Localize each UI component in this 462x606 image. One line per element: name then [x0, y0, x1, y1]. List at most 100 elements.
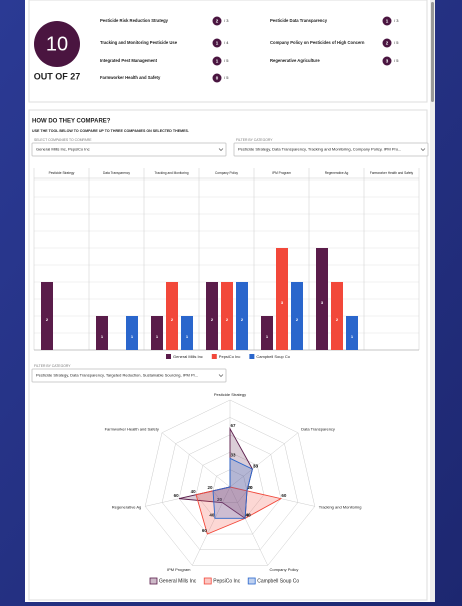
bar-label: 2 — [46, 317, 49, 322]
filter-select[interactable] — [233, 142, 429, 157]
radar-value: 40 — [246, 513, 252, 518]
axis-label: Tracking and Monitoring — [319, 505, 362, 510]
bar — [331, 282, 343, 350]
radar-value: 33 — [253, 463, 259, 468]
item-max: / 3 — [224, 18, 229, 23]
score-badge — [212, 56, 222, 66]
caret — [218, 148, 224, 151]
score-badge — [212, 16, 222, 26]
grid-ring — [178, 434, 282, 535]
bar — [261, 316, 273, 350]
radar-value: 33 — [253, 463, 259, 468]
bar — [206, 282, 218, 350]
radar-value: 20 — [247, 485, 253, 490]
spoke — [229, 432, 299, 488]
grid-ring — [212, 469, 248, 503]
radar-value: 67 — [230, 423, 236, 428]
legend-label: Campbell Soup Co — [256, 354, 290, 359]
legend-swatch — [211, 354, 217, 359]
scroll-thumb[interactable] — [431, 2, 434, 102]
bar — [151, 316, 163, 350]
item-score: 1 — [216, 40, 219, 45]
score-badge — [212, 73, 222, 83]
item-score: 1 — [386, 18, 389, 23]
legend-label: Campbell Soup Co — [257, 579, 299, 585]
bar-label: 2 — [241, 317, 244, 322]
score-badge — [382, 16, 392, 26]
item-score: 2 — [386, 40, 389, 45]
axis-label: Regenerative Ag — [112, 505, 142, 510]
score-badge — [382, 38, 392, 48]
legend-label: PepsiCo Inc — [213, 579, 240, 585]
radar-value: 20 — [247, 485, 253, 490]
item-name: Tracking and Monitoring Pesticide Use — [100, 40, 178, 45]
radar-value: 40 — [246, 513, 252, 518]
company-label: SELECT COMPANIES TO COMPARE — [34, 138, 92, 142]
bar — [276, 248, 288, 350]
facet-label: Tracking and Monitoring — [154, 171, 188, 175]
item-score: 0 — [216, 75, 219, 80]
bar — [221, 282, 233, 350]
compare-title: HOW DO THEY COMPARE? — [32, 119, 111, 125]
item-name: Pesticide Data Transparency — [270, 18, 328, 23]
spoke — [161, 432, 231, 488]
score-out-of: OUT OF 27 — [34, 71, 81, 81]
bar — [181, 316, 193, 350]
filter-label: FILTER BY CATEGORY — [236, 138, 273, 142]
axis-label: Pesticide Strategy — [214, 392, 246, 397]
radar-area — [195, 486, 283, 535]
facet-label: Farmworker Health and Safety — [370, 171, 414, 175]
axis-label: Data Transparency — [301, 427, 335, 432]
bar-label: 1 — [351, 334, 354, 339]
axis-label: IPM Program — [167, 567, 191, 572]
radar-value: 20 — [208, 485, 214, 490]
score-badge — [212, 38, 222, 48]
facet-label: Data Transparency — [103, 171, 130, 175]
bar-label: 2 — [211, 317, 214, 322]
filter2-value: Pesticide Strategy, Data Transparency, T… — [36, 373, 198, 378]
bar-label: 2 — [226, 317, 229, 322]
radar-value: 40 — [209, 513, 215, 518]
radar-value: 60 — [202, 528, 208, 533]
bar-label: 2 — [336, 317, 339, 322]
bar-label: 2 — [296, 317, 299, 322]
radar-value: 40 — [191, 489, 197, 494]
spoke — [192, 486, 231, 566]
bar — [166, 282, 178, 350]
bar-label: 1 — [186, 334, 189, 339]
spoke — [229, 486, 268, 566]
radar-value: 33 — [230, 452, 236, 457]
legend-label: General Mills Inc — [173, 354, 203, 359]
item-score: 2 — [216, 18, 219, 23]
filter-value: Pesticide Strategy, Data Transparency, T… — [238, 147, 401, 152]
bar-label: 1 — [156, 334, 159, 339]
facet-label: Company Policy — [215, 171, 238, 175]
score-badge — [382, 56, 392, 66]
grid-ring — [161, 417, 299, 550]
filter2-select[interactable] — [31, 368, 227, 383]
facet-label: Pesticide Strategy — [49, 171, 75, 175]
bar-label: 1 — [266, 334, 269, 339]
bar-label: 1 — [131, 334, 134, 339]
item-name: Regenerative Agriculture — [270, 58, 320, 63]
grid-ring — [144, 399, 316, 566]
score-total: 10 — [46, 33, 68, 55]
bar — [346, 316, 358, 350]
radar-value: 20 — [217, 497, 223, 502]
item-name: Pesticide Risk Reduction Strategy — [100, 18, 169, 23]
scrollbar[interactable] — [430, 0, 435, 602]
item-score: 3 — [386, 58, 389, 63]
item-score: 1 — [216, 58, 219, 63]
legend-swatch — [203, 577, 212, 585]
bar — [316, 248, 328, 350]
company-select[interactable] — [31, 142, 227, 157]
bar-label: 2 — [171, 317, 174, 322]
item-max: / 5 — [394, 58, 399, 63]
filter2-label: FILTER BY CATEGORY — [34, 364, 71, 368]
caret — [218, 374, 224, 377]
radar-value: 60 — [281, 493, 287, 498]
item-max: / 5 — [224, 75, 229, 80]
radar-value: 40 — [246, 513, 252, 518]
radar-value: 60 — [174, 493, 180, 498]
